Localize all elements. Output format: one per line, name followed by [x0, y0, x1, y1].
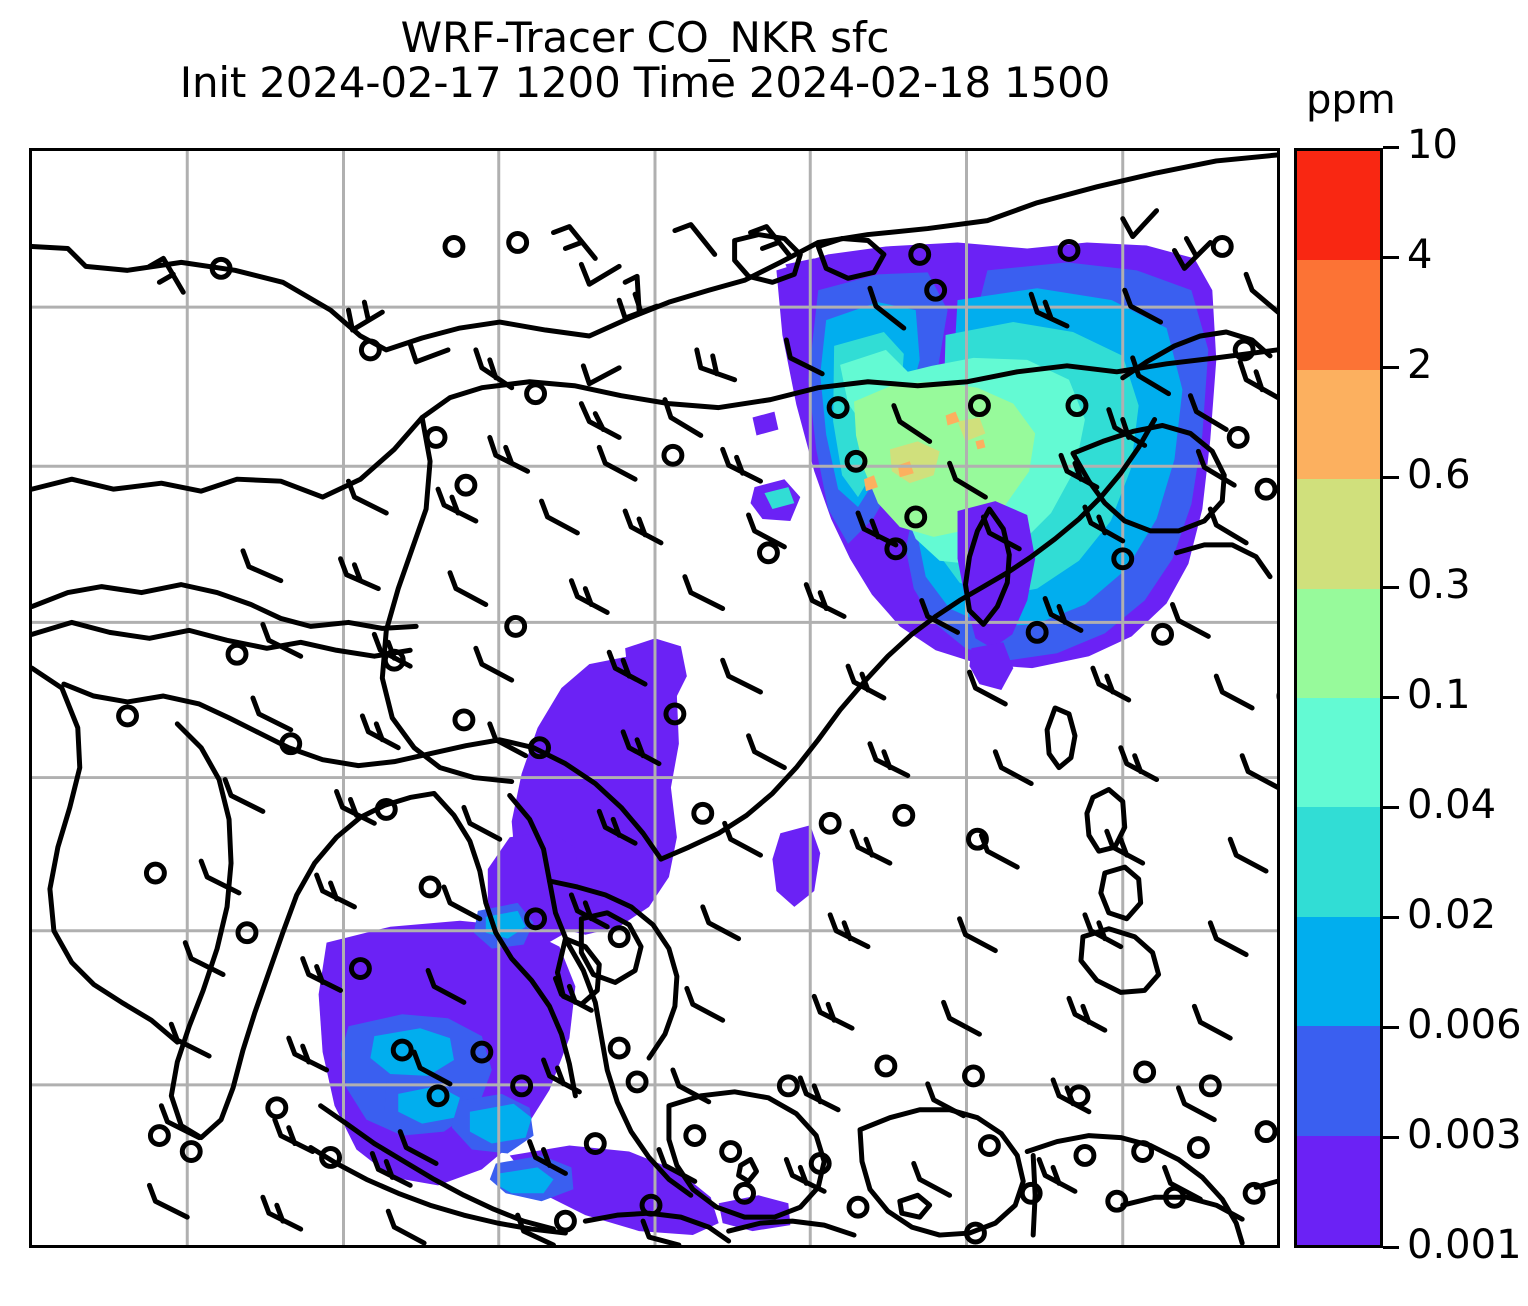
tick-label: 0.1	[1407, 672, 1471, 718]
wind-barb-shafts	[146, 208, 1277, 1245]
title-line-1: WRF-Tracer CO_NKR sfc	[400, 13, 890, 62]
tick-dash	[1383, 916, 1399, 919]
page-title: WRF-Tracer CO_NKR sfc Init 2024-02-17 12…	[0, 13, 1290, 107]
tick-label: 4	[1407, 232, 1433, 278]
map-plot-area[interactable]	[29, 148, 1280, 1248]
tick-label: 0.6	[1407, 452, 1471, 498]
tick-dash	[1383, 1026, 1399, 1029]
tick-label: 2	[1407, 342, 1433, 388]
colorbar-band-8	[1297, 1026, 1380, 1136]
colorbar-band-2	[1297, 369, 1380, 480]
calm-wind-markers	[116, 231, 1277, 1245]
tick-dash	[1383, 476, 1399, 479]
colorbar-unit-label: ppm	[1306, 77, 1396, 123]
colorbar[interactable]	[1294, 148, 1383, 1248]
tick-label: 0.006	[1407, 1002, 1522, 1048]
tick-label: 10	[1407, 122, 1458, 168]
tick-dash	[1383, 366, 1399, 369]
colorbar-band-4	[1297, 588, 1380, 699]
tick-dash	[1383, 1136, 1399, 1139]
tick-label: 0.3	[1407, 562, 1471, 608]
colorbar-band-1	[1297, 260, 1380, 370]
colorbar-band-5	[1297, 698, 1380, 808]
colorbar-band-0	[1297, 151, 1380, 261]
tick-dash	[1383, 696, 1399, 699]
tick-label: 0.04	[1407, 782, 1497, 828]
tick-dash	[1383, 806, 1399, 809]
tick-label: 0.02	[1407, 892, 1497, 938]
wind-barbs-overlay	[116, 208, 1277, 1245]
southern-plume	[318, 638, 821, 1236]
colorbar-band-7	[1297, 916, 1380, 1027]
colorbar-ticks: 10 4 2 0.6 0.3 0.1 0.04 0.02 0.006 0.003 0.001	[1383, 125, 1528, 1265]
map-inner	[32, 151, 1277, 1245]
colorbar-band-9	[1297, 1135, 1380, 1246]
tick-dash	[1383, 146, 1399, 149]
tick-dash	[1383, 1246, 1399, 1249]
colorbar-band-6	[1297, 807, 1380, 917]
tick-label: 0.003	[1407, 1112, 1522, 1158]
tick-dash	[1383, 256, 1399, 259]
tick-label: 0.001	[1407, 1222, 1522, 1268]
title-line-2: Init 2024-02-17 1200 Time 2024-02-18 150…	[179, 57, 1111, 107]
tick-dash	[1383, 586, 1399, 589]
colorbar-band-3	[1297, 479, 1380, 589]
